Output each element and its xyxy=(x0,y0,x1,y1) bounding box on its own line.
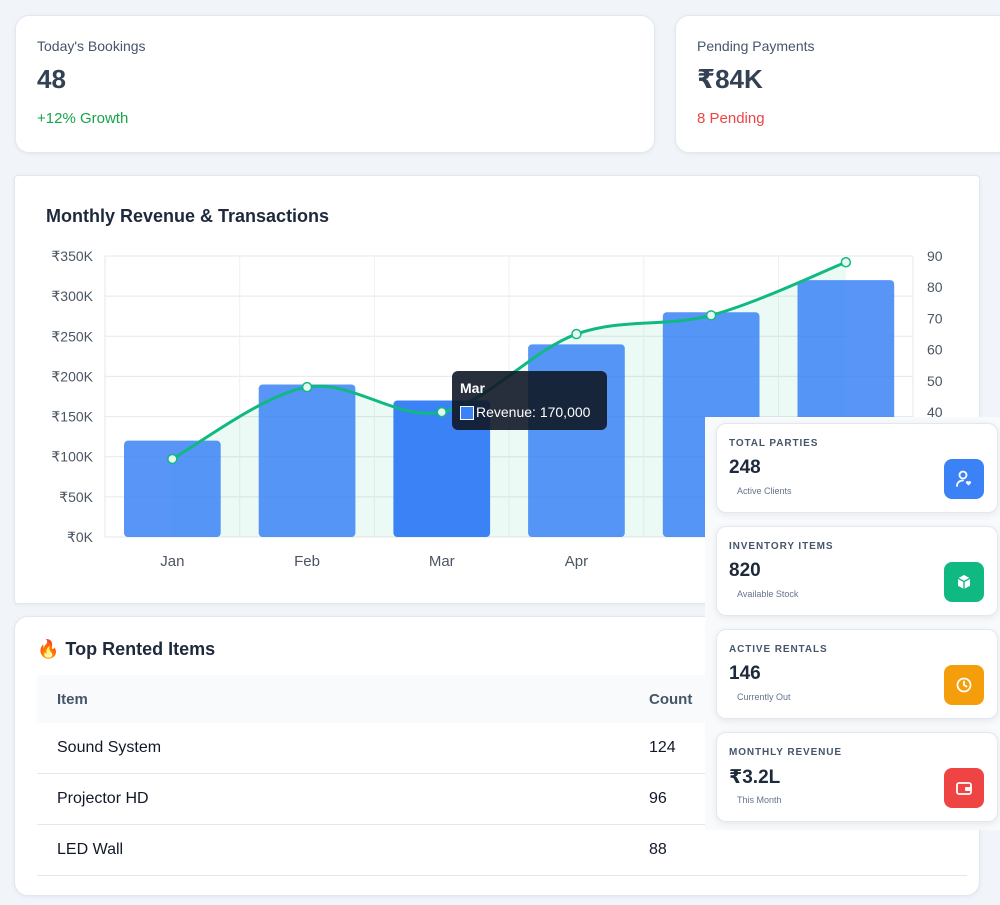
y-right-tick-label: 40 xyxy=(927,404,943,420)
item-count: 96 xyxy=(649,790,667,807)
flame-icon: 🔥 xyxy=(37,639,60,659)
wallet-icon xyxy=(944,768,984,808)
stat-card-inventory-items[interactable]: INVENTORY ITEMS 820 Available Stock xyxy=(716,526,998,616)
stat-label: MONTHLY REVENUE xyxy=(729,747,842,758)
stat-value: ₹3.2L xyxy=(729,767,781,788)
kpi-card-bookings: Today's Bookings 48 +12% Growth xyxy=(15,15,655,153)
y-right-tick-label: 80 xyxy=(927,279,943,295)
transactions-point xyxy=(301,381,313,393)
top-items-title-text: Top Rented Items xyxy=(65,639,216,659)
x-tick-label: Feb xyxy=(294,553,320,570)
x-tick-label: Apr xyxy=(565,553,588,570)
table-row[interactable]: Projector HD 96 xyxy=(37,774,967,825)
top-items-title: 🔥 Top Rented Items xyxy=(37,639,215,660)
transactions-point xyxy=(167,453,178,465)
x-tick-label: Jan xyxy=(160,553,184,570)
tooltip-body: Revenue: 170,000 xyxy=(476,404,591,420)
column-header-count[interactable]: Count xyxy=(649,691,693,708)
y-right-tick-label: 50 xyxy=(927,373,943,389)
stat-card-monthly-revenue[interactable]: MONTHLY REVENUE ₹3.2L This Month xyxy=(716,732,998,822)
kpi-value: ₹84K xyxy=(697,64,763,94)
y-left-tick-label: ₹250K xyxy=(51,328,93,344)
transactions-point xyxy=(705,310,717,321)
stat-label: TOTAL PARTIES xyxy=(729,438,819,449)
y-right-tick-label: 90 xyxy=(927,248,943,264)
y-left-tick-label: ₹300K xyxy=(51,288,93,304)
item-name: Sound System xyxy=(57,739,162,756)
column-header-item[interactable]: Item xyxy=(57,691,88,708)
transactions-point xyxy=(436,406,447,418)
kpi-label: Today's Bookings xyxy=(37,38,146,54)
kpi-label: Pending Payments xyxy=(697,38,815,54)
y-left-tick-label: ₹350K xyxy=(51,248,93,264)
stat-sub: Currently Out xyxy=(737,692,791,702)
revenue-bar xyxy=(258,384,356,537)
y-left-tick-label: ₹100K xyxy=(51,449,93,465)
stat-sub: This Month xyxy=(737,795,782,805)
stat-label: ACTIVE RENTALS xyxy=(729,644,828,655)
transactions-point xyxy=(840,256,852,268)
user-heart-icon xyxy=(944,459,984,499)
revenue-bar xyxy=(124,440,221,537)
y-left-tick-label: ₹200K xyxy=(51,368,93,384)
stat-value: 820 xyxy=(729,560,761,581)
y-left-tick-label: ₹0K xyxy=(67,529,94,545)
y-left-tick-label: ₹50K xyxy=(59,489,93,505)
tooltip-title: Mar xyxy=(460,380,485,396)
chart-title: Monthly Revenue & Transactions xyxy=(46,206,330,226)
item-count: 88 xyxy=(649,841,667,858)
stat-card-total-parties[interactable]: TOTAL PARTIES 248 Active Clients xyxy=(716,423,998,513)
stat-sub: Active Clients xyxy=(737,486,792,496)
x-tick-label: Mar xyxy=(429,553,455,570)
y-left-tick-label: ₹150K xyxy=(51,409,93,425)
table-row[interactable]: Sound System 124 xyxy=(37,723,967,774)
tooltip-swatch xyxy=(460,406,474,420)
kpi-pending: 8 Pending xyxy=(697,110,765,127)
kpi-card-payments: Pending Payments ₹84K 8 Pending xyxy=(675,15,1000,153)
item-name: LED Wall xyxy=(57,841,124,858)
item-count: 124 xyxy=(649,739,676,756)
revenue-bar xyxy=(393,400,491,537)
kpi-growth: +12% Growth xyxy=(37,110,129,127)
kpi-value: 48 xyxy=(37,64,66,94)
stat-sub: Available Stock xyxy=(737,589,799,599)
box-icon xyxy=(944,562,984,602)
transactions-point xyxy=(571,328,582,340)
stat-value: 248 xyxy=(729,457,761,478)
y-right-tick-label: 70 xyxy=(927,310,943,326)
item-name: Projector HD xyxy=(57,790,149,807)
stat-card-active-rentals[interactable]: ACTIVE RENTALS 146 Currently Out xyxy=(716,629,998,719)
table-row[interactable]: LED Wall 88 xyxy=(37,825,967,876)
clock-icon xyxy=(944,665,984,705)
stat-label: INVENTORY ITEMS xyxy=(729,541,834,552)
y-right-tick-label: 60 xyxy=(927,342,943,358)
stat-value: 146 xyxy=(729,663,761,684)
chart-tooltip: Mar Revenue: 170,000 xyxy=(452,371,607,430)
